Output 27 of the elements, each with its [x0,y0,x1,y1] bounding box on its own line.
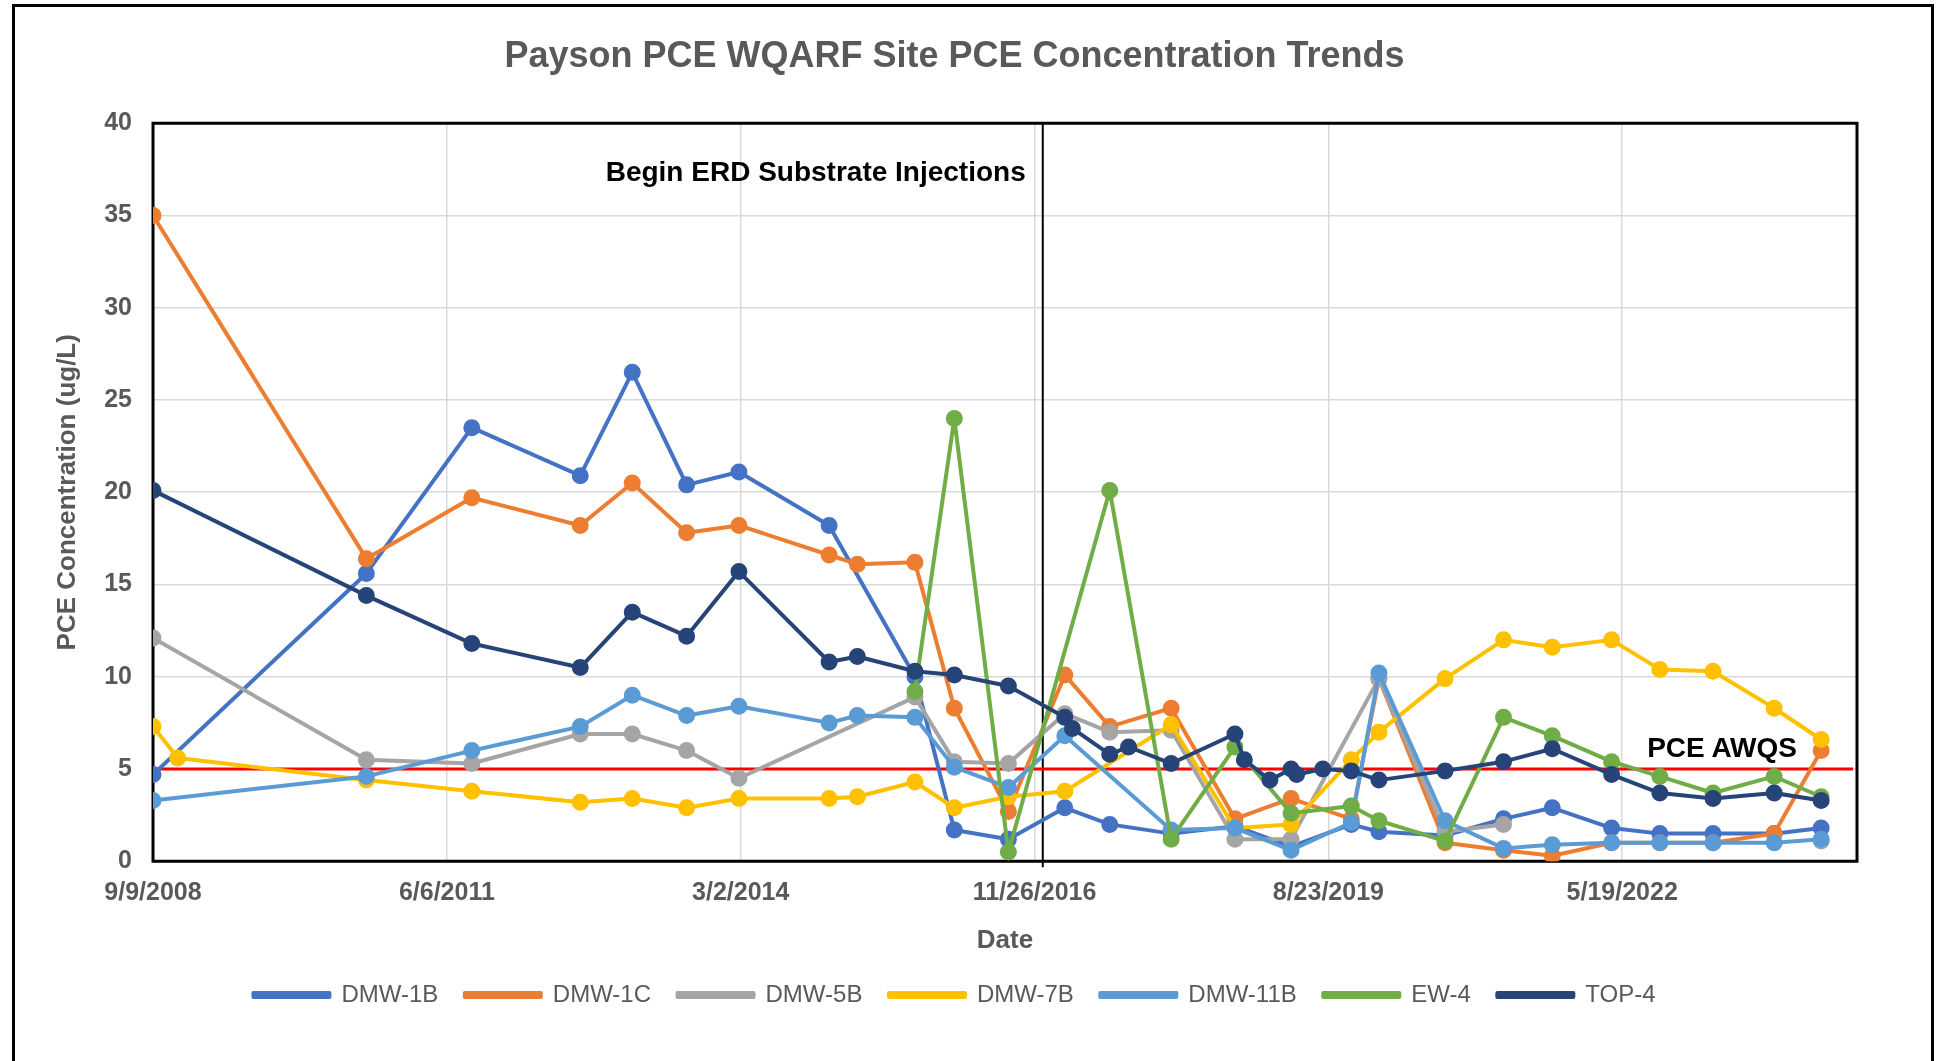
ref-line-label: PCE AWQS [1647,731,1797,763]
x-tick-label: 6/6/2011 [398,877,495,906]
y-tick-label: 0 [118,845,133,874]
y-tick-label: 5 [118,752,133,781]
x-axis-title: Date [976,924,1034,955]
chart-title: Payson PCE WQARF Site PCE Concentration Trends [504,33,1405,75]
x-tick-label: 5/19/2022 [1566,877,1678,906]
y-tick-label: 20 [104,476,133,505]
legend-label: DMW-11B [1188,979,1297,1007]
y-tick-label: 10 [104,660,133,689]
x-tick-label: 3/2/2014 [692,877,790,906]
ref-line-label: Begin ERD Substrate Injections [605,155,1026,187]
legend-label: DMW-1B [341,979,439,1007]
y-tick-label: 30 [104,291,133,320]
y-tick-label: 40 [104,107,133,136]
x-tick-label: 8/23/2019 [1272,877,1384,906]
y-tick-label: 35 [104,199,133,228]
y-tick-label: 15 [104,568,133,597]
x-tick-label: 11/26/2016 [972,877,1097,906]
y-tick-label: 25 [104,383,133,412]
legend-label: DMW-5B [765,979,863,1007]
y-axis-title: PCE Concentration (ug/L) [50,334,81,651]
legend-label: TOP-4 [1585,979,1656,1007]
x-tick-label: 9/9/2008 [104,877,202,906]
legend-label: DMW-7B [976,979,1074,1007]
legend-label: DMW-1C [552,979,652,1007]
legend-label: EW-4 [1411,979,1471,1007]
